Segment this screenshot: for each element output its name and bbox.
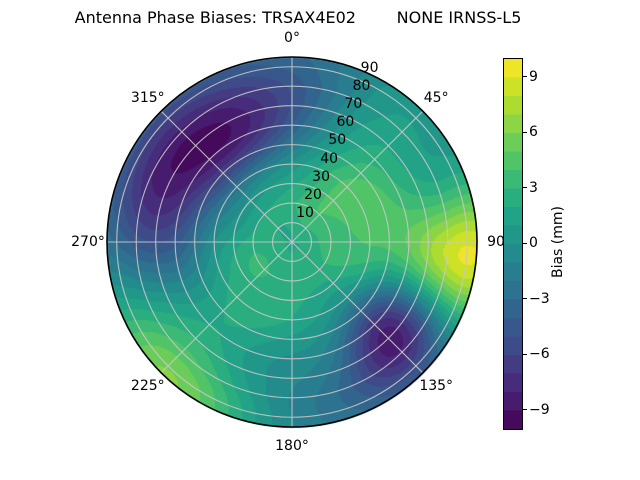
colorbar-tick-mark bbox=[523, 76, 527, 77]
gridline-spoke bbox=[160, 110, 293, 243]
colorbar-tick-label: −6 bbox=[529, 346, 550, 362]
angular-tick-label: 180° bbox=[275, 438, 309, 454]
colorbar-tick-label: 9 bbox=[529, 68, 538, 85]
colorbar-tick-mark bbox=[523, 353, 527, 355]
colorbar-tick-mark bbox=[523, 187, 527, 188]
colorbar-tick-mark bbox=[523, 242, 527, 244]
colorbar-tick-label: −3 bbox=[529, 290, 550, 307]
polar-boundary bbox=[106, 56, 478, 428]
colorbar-tick-mark bbox=[523, 131, 527, 133]
colorbar-tick-label: 3 bbox=[529, 179, 538, 196]
gridline-spoke bbox=[291, 110, 424, 243]
angular-tick-label: 0° bbox=[284, 30, 300, 46]
colorbar bbox=[503, 58, 523, 430]
gridline-spoke bbox=[291, 241, 424, 374]
angular-tick-label: 270° bbox=[71, 234, 105, 250]
radial-tick-label: 40 bbox=[320, 150, 339, 167]
radial-tick-label: 10 bbox=[296, 204, 314, 221]
polar-plot bbox=[104, 54, 480, 430]
radial-tick-label: 80 bbox=[352, 77, 371, 94]
radial-tick-label: 20 bbox=[304, 186, 322, 203]
angular-tick-label: 135° bbox=[419, 378, 454, 395]
colorbar-tick-mark bbox=[523, 409, 527, 410]
colorbar-tick-mark bbox=[523, 298, 527, 299]
radial-tick-label: 90 bbox=[360, 59, 379, 76]
colorbar-tick-label: 6 bbox=[529, 124, 538, 140]
angular-tick-label: 90 bbox=[487, 234, 505, 250]
colorbar-axis-label: Bias (mm) bbox=[550, 205, 566, 279]
radial-tick-label: 70 bbox=[344, 96, 363, 112]
angular-tick-label: 45° bbox=[423, 89, 449, 106]
colorbar-tick-label: 0 bbox=[529, 235, 538, 251]
angular-tick-label: 315° bbox=[130, 89, 165, 106]
angular-tick-label: 225° bbox=[130, 378, 165, 395]
radial-tick-label: 60 bbox=[336, 114, 355, 131]
radial-tick-label: 30 bbox=[312, 168, 331, 185]
chart-title: Antenna Phase Biases: TRSAX4E02 NONE IRN… bbox=[74, 8, 522, 27]
gridline-spoke bbox=[160, 241, 293, 374]
polar-grid bbox=[106, 56, 478, 428]
radial-tick-label: 50 bbox=[328, 132, 347, 149]
colorbar-tick-label: −9 bbox=[529, 401, 550, 418]
